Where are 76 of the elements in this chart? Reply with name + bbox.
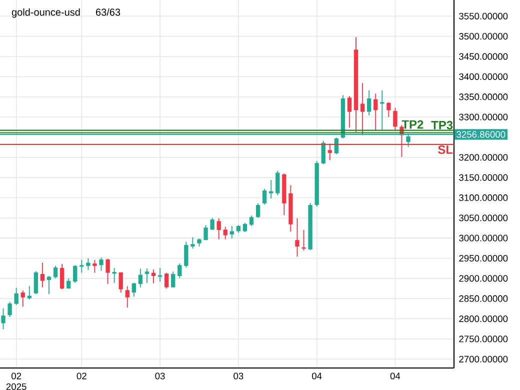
candlestick <box>334 137 339 155</box>
candlestick <box>125 286 130 308</box>
candlestick <box>184 241 188 268</box>
x-tick-label: 02 2025 <box>6 372 26 390</box>
y-tick-label: 3200.00000 <box>459 154 508 161</box>
candlestick <box>223 226 228 240</box>
candlestick <box>171 271 176 288</box>
candlestick <box>144 268 150 284</box>
y-tick-label: 2900.00000 <box>459 275 508 282</box>
candlestick <box>164 272 169 289</box>
candlestick <box>118 272 123 294</box>
y-tick-label: 3350.00000 <box>459 94 508 100</box>
candlestick <box>60 263 64 290</box>
candlestick <box>328 143 332 161</box>
candlestick <box>216 218 221 240</box>
candlestick <box>269 180 274 199</box>
x-tick-label: 03 <box>155 372 165 380</box>
candlestick <box>262 188 267 206</box>
text: 63/63 <box>96 8 120 16</box>
candlestick <box>112 267 116 284</box>
candlestick <box>178 263 182 278</box>
ref-line-label: TP2 <box>402 120 424 129</box>
candlestick <box>190 236 195 250</box>
y-tick-label: 3500.00000 <box>459 33 508 40</box>
candlestick <box>386 102 391 118</box>
y-tick-label: 2750.00000 <box>459 336 508 342</box>
ref-line-label: SL <box>438 145 453 154</box>
candlestick <box>86 258 90 270</box>
candlestick <box>230 225 234 239</box>
candlestick <box>53 265 58 279</box>
candlestick <box>302 230 306 252</box>
y-tick-label: 2800.00000 <box>459 315 508 322</box>
y-tick-label: 3550.00000 <box>459 12 508 20</box>
candlestick <box>360 82 365 136</box>
candlestick <box>99 256 104 272</box>
candlestick <box>106 258 110 285</box>
candlestick <box>366 90 372 116</box>
candlestick <box>20 290 25 308</box>
candlestick <box>374 93 378 131</box>
y-tick-label: 3000.00000 <box>459 234 508 242</box>
y-tick-label: 3150.00000 <box>459 174 508 181</box>
y-tick-label: 2950.00000 <box>459 254 508 262</box>
candlestick <box>138 268 143 288</box>
candlestick <box>8 301 12 318</box>
y-tick-label: 3400.00000 <box>459 73 508 80</box>
y-tick-label: 3450.00000 <box>459 53 508 60</box>
ref-line-label: TP3 <box>431 120 453 130</box>
x-tick-label: 02 <box>76 372 86 380</box>
candlestick <box>1 308 6 330</box>
y-tick-label: 3300.00000 <box>459 114 508 120</box>
candlestick <box>158 267 162 282</box>
candlestick <box>204 224 208 241</box>
candlestick <box>393 107 398 132</box>
candlestick <box>132 282 136 298</box>
y-tick-label: 3100.00000 <box>459 194 508 202</box>
candlestick <box>276 170 280 196</box>
candlestick <box>295 218 300 258</box>
text: gold-ounce-usd <box>12 8 80 18</box>
candlestick <box>73 264 78 284</box>
y-tick-label: 3050.00000 <box>459 214 508 222</box>
ref-line-label: 3256.86000 <box>456 131 506 138</box>
candlestick <box>34 270 38 295</box>
candlestick <box>92 259 97 274</box>
candlestick <box>347 96 352 128</box>
candlestick <box>242 222 248 232</box>
candlestick <box>14 287 18 306</box>
candlestick <box>256 202 260 218</box>
x-tick-label: 04 <box>390 372 400 380</box>
y-tick-label: 2850.00000 <box>459 295 508 302</box>
candlestick <box>210 217 214 230</box>
candlestick <box>40 262 45 288</box>
candlestick <box>249 215 254 226</box>
y-tick-label: 2700.00000 <box>459 356 508 362</box>
candlestick <box>321 140 326 165</box>
x-tick-label: 04 <box>312 372 322 380</box>
x-tick-label: 03 <box>234 372 244 380</box>
